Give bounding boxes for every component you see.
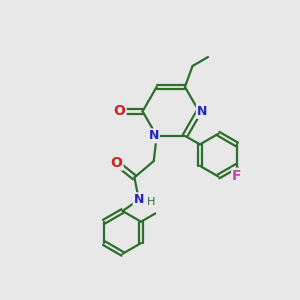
- Text: O: O: [111, 156, 122, 170]
- Text: H: H: [147, 197, 156, 207]
- Text: N: N: [197, 105, 207, 118]
- Text: N: N: [134, 193, 144, 206]
- Text: O: O: [114, 104, 126, 118]
- Text: N: N: [148, 129, 159, 142]
- Text: F: F: [232, 169, 242, 183]
